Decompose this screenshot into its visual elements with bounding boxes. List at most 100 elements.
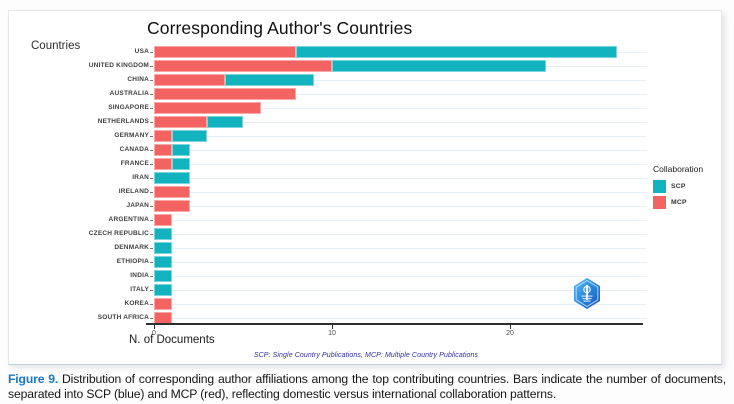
gridline: [154, 177, 647, 179]
legend-label: MCP: [671, 199, 687, 206]
bar-segment-scp: [171, 129, 208, 142]
bar-segment-mcp: [154, 73, 226, 86]
gridline: [154, 261, 647, 263]
gridline: [154, 121, 647, 123]
y-tick-mark: [150, 121, 153, 123]
gridline: [154, 93, 647, 95]
bar-segment-scp: [154, 227, 172, 240]
x-tick-mark: [332, 325, 333, 329]
category-label: CZECH REPUBLIC: [88, 229, 149, 237]
gridline: [154, 163, 647, 165]
y-tick-mark: [150, 289, 153, 291]
gridline: [154, 233, 647, 235]
category-label: AUSTRALIA: [109, 89, 149, 97]
bar-segment-mcp: [154, 115, 208, 128]
category-label: DENMARK: [114, 243, 149, 251]
category-label: ETHIOPIA: [116, 257, 149, 265]
x-axis-title: N. of Documents: [129, 334, 215, 346]
gridline: [154, 247, 647, 249]
legend-label: SCP: [671, 183, 686, 190]
y-tick-mark: [150, 93, 153, 95]
gridline: [154, 317, 647, 319]
bar-segment-scp: [171, 143, 190, 156]
bar-segment-mcp: [154, 199, 190, 212]
category-label: SOUTH AFRICA: [97, 313, 149, 321]
y-tick-mark: [150, 219, 153, 221]
legend-swatch: [653, 196, 666, 209]
legend-swatch: [653, 180, 666, 193]
category-label: CHINA: [127, 75, 149, 83]
gridline: [154, 275, 647, 277]
figure-card: Corresponding Author's Countries Countri…: [8, 10, 722, 365]
y-tick-mark: [150, 261, 153, 263]
figure-caption-label: Figure 9.: [8, 372, 62, 386]
y-tick-mark: [150, 177, 153, 179]
bar-segment-scp: [154, 241, 172, 254]
gridline: [154, 205, 647, 207]
y-tick-mark: [150, 303, 153, 305]
legend-item-scp: SCP: [653, 180, 703, 193]
category-label: CANADA: [119, 145, 149, 153]
legend-item-mcp: MCP: [653, 196, 703, 209]
y-tick-mark: [150, 149, 153, 151]
y-tick-mark: [150, 191, 153, 193]
bar-segment-mcp: [154, 297, 172, 310]
category-label: ITALY: [130, 285, 149, 293]
category-label: UNITED KINGDOM: [88, 61, 149, 69]
bar-segment-scp: [154, 283, 172, 296]
bar-segment-scp: [154, 171, 190, 184]
category-label: KOREA: [124, 299, 149, 307]
abbreviation-footnote: SCP: Single Country Publications, MCP: M…: [253, 352, 479, 359]
legend: Collaboration SCP MCP: [653, 164, 703, 212]
category-label: JAPAN: [126, 201, 149, 209]
legend-title: Collaboration: [653, 164, 704, 174]
bar-segment-mcp: [154, 143, 172, 156]
x-axis-line: [146, 323, 643, 325]
y-tick-mark: [150, 163, 153, 165]
legend-items: SCP MCP: [653, 180, 703, 209]
y-tick-mark: [150, 205, 153, 207]
bar-segment-mcp: [154, 185, 190, 198]
figure-caption-text: Distribution of corresponding author aff…: [8, 372, 726, 401]
bar-segment-scp: [154, 269, 172, 282]
y-axis-title: Countries: [31, 40, 81, 52]
x-tick-label: 10: [328, 330, 336, 337]
bar-segment-mcp: [154, 45, 297, 58]
bar-segment-scp: [296, 45, 617, 58]
category-label: NETHERLANDS: [97, 117, 149, 125]
y-tick-mark: [150, 317, 153, 319]
bar-segment-scp: [225, 73, 315, 86]
bar-segment-mcp: [154, 101, 261, 114]
category-label: IRAN: [132, 173, 149, 181]
bar-segment-scp: [207, 115, 243, 128]
bar-segment-mcp: [154, 311, 172, 324]
bar-segment-mcp: [154, 129, 172, 142]
bar-segment-mcp: [154, 87, 297, 100]
gridline: [154, 303, 647, 305]
x-tick-mark: [154, 325, 155, 329]
y-tick-mark: [150, 233, 153, 235]
y-tick-mark: [150, 247, 153, 249]
chart-title: Corresponding Author's Countries: [147, 18, 413, 38]
bar-segment-scp: [332, 59, 546, 72]
x-tick-label: 0: [152, 330, 156, 337]
gridline: [154, 219, 647, 221]
gridline: [154, 149, 647, 151]
y-tick-mark: [150, 275, 153, 277]
category-label: GERMANY: [114, 131, 149, 139]
y-tick-mark: [150, 135, 153, 137]
gridline: [154, 191, 647, 193]
category-label: IRELAND: [118, 187, 149, 195]
category-label: FRANCE: [120, 159, 149, 167]
gridline: [154, 289, 647, 291]
category-label: SINGAPORE: [108, 103, 149, 111]
x-tick-label: 20: [506, 330, 514, 337]
bar-segment-mcp: [154, 157, 172, 170]
gridline: [154, 107, 647, 109]
figure-caption: Figure 9. Distribution of corresponding …: [8, 372, 726, 401]
gridline: [154, 135, 647, 137]
gridline: [154, 79, 647, 81]
y-tick-mark: [150, 65, 153, 67]
y-tick-mark: [150, 51, 153, 53]
